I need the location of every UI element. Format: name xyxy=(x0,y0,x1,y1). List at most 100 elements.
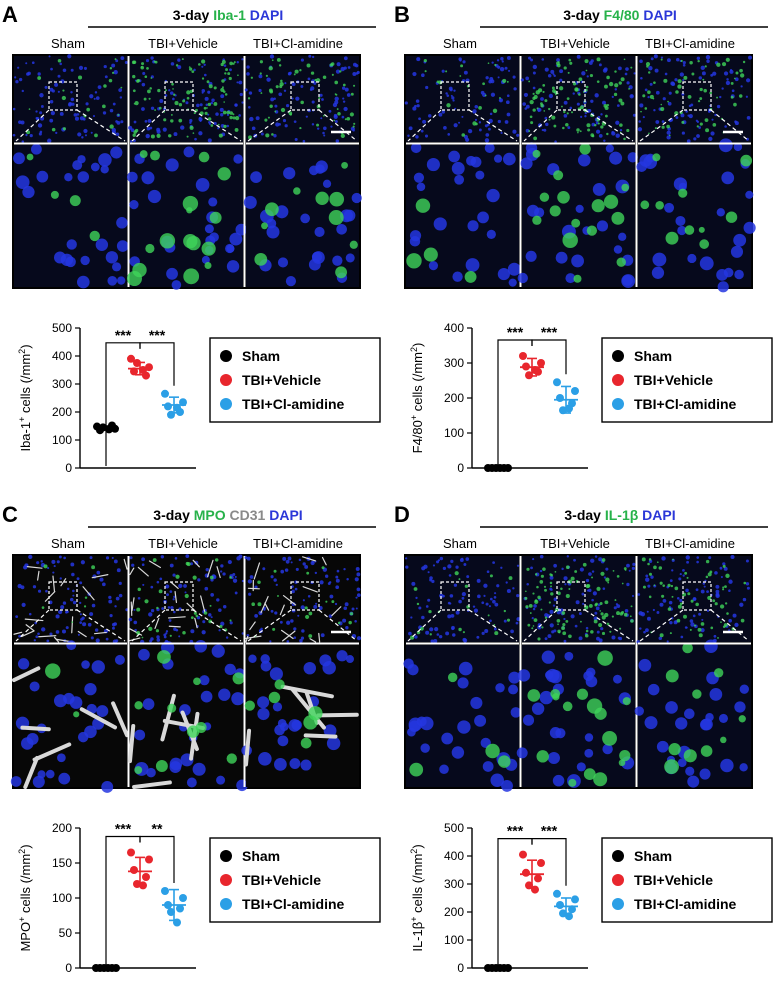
nucleus-dot xyxy=(438,113,442,117)
marker-signal xyxy=(132,263,146,277)
marker-signal xyxy=(573,275,581,283)
nucleus-dot xyxy=(70,563,74,567)
nucleus-dot xyxy=(21,585,25,589)
marker-signal xyxy=(274,570,277,573)
nucleus-dot xyxy=(304,565,308,569)
nucleus-dot xyxy=(72,595,74,597)
data-point xyxy=(571,387,579,395)
micrograph-zoom xyxy=(517,645,635,788)
marker-signal xyxy=(135,129,138,132)
marker-signal xyxy=(430,633,432,635)
marker-signal xyxy=(331,62,335,66)
title-segment: DAPI xyxy=(246,7,283,23)
nucleus-dot xyxy=(718,281,729,292)
nucleus-dot xyxy=(172,574,175,577)
marker-signal xyxy=(537,637,540,640)
nucleus-dot xyxy=(108,600,112,604)
nucleus-dot xyxy=(415,597,417,599)
nucleus-dot xyxy=(200,103,203,106)
marker-signal xyxy=(223,111,227,115)
nucleus-dot xyxy=(682,569,685,572)
marker-signal xyxy=(671,585,673,587)
nucleus-dot xyxy=(721,171,734,184)
marker-signal xyxy=(725,602,727,604)
marker-signal xyxy=(659,566,662,569)
nucleus-dot xyxy=(486,603,489,606)
nucleus-dot xyxy=(563,618,565,620)
ylabel-part: ) xyxy=(18,844,33,848)
marker-signal xyxy=(609,631,611,633)
nucleus-dot xyxy=(702,71,706,75)
nucleus-dot xyxy=(414,105,417,108)
marker-signal xyxy=(215,558,218,561)
marker-signal xyxy=(687,592,690,595)
marker-signal xyxy=(221,79,224,82)
y-tick-label: 50 xyxy=(59,926,73,940)
nucleus-dot xyxy=(106,556,109,559)
marker-signal xyxy=(157,650,171,664)
nucleus-dot xyxy=(421,73,425,77)
nucleus-dot xyxy=(58,75,61,78)
marker-signal xyxy=(740,73,744,77)
nucleus-dot xyxy=(248,593,251,596)
marker-signal xyxy=(661,126,664,129)
nucleus-dot xyxy=(38,123,42,127)
marker-signal xyxy=(277,58,281,62)
marker-signal xyxy=(142,637,144,639)
y-tick-label: 100 xyxy=(444,933,464,947)
marker-signal xyxy=(699,227,705,233)
marker-signal xyxy=(134,766,142,774)
nucleus-dot xyxy=(711,119,713,121)
nucleus-dot xyxy=(30,681,40,691)
nucleus-dot xyxy=(252,127,256,131)
marker-signal xyxy=(620,612,624,616)
marker-signal xyxy=(149,98,151,100)
nucleus-dot xyxy=(31,144,42,155)
marker-signal xyxy=(619,81,622,84)
data-point xyxy=(531,886,539,894)
significance-brackets: ****** xyxy=(498,324,566,466)
marker-signal xyxy=(488,62,490,64)
marker-signal xyxy=(261,222,268,229)
nucleus-dot xyxy=(710,74,713,77)
nucleus-dot xyxy=(582,593,585,596)
nucleus-dot xyxy=(561,568,563,570)
nucleus-dot xyxy=(420,743,429,752)
nucleus-dot xyxy=(571,255,584,268)
marker-signal xyxy=(52,128,56,132)
nucleus-dot xyxy=(322,661,335,674)
nucleus-dot xyxy=(651,57,654,60)
nucleus-dot xyxy=(409,126,413,130)
marker-signal xyxy=(219,625,222,628)
nucleus-dot xyxy=(685,767,694,776)
nucleus-dot xyxy=(312,100,315,103)
nucleus-dot xyxy=(452,633,455,636)
nucleus-dot xyxy=(657,741,669,753)
nucleus-dot xyxy=(208,138,212,142)
nucleus-dot xyxy=(49,119,53,123)
nucleus-dot xyxy=(474,609,478,613)
marker-signal xyxy=(550,689,560,699)
nucleus-dot xyxy=(443,126,447,130)
nucleus-dot xyxy=(342,116,345,119)
micrograph-zoom xyxy=(241,645,359,787)
legend-marker xyxy=(612,374,624,386)
marker-signal xyxy=(722,62,726,66)
nucleus-dot xyxy=(669,621,672,624)
nucleus-dot xyxy=(697,57,700,60)
nucleus-dot xyxy=(335,585,339,589)
nucleus-dot xyxy=(344,67,347,70)
nucleus-dot xyxy=(296,568,299,571)
nucleus-dot xyxy=(312,251,325,264)
data-point xyxy=(504,964,512,972)
group-label: Sham xyxy=(51,36,85,51)
nucleus-dot xyxy=(201,66,203,68)
nucleus-dot xyxy=(506,581,508,583)
nucleus-dot xyxy=(208,613,211,616)
nucleus-dot xyxy=(597,631,600,634)
nucleus-dot xyxy=(84,67,87,70)
nucleus-dot xyxy=(719,714,728,723)
marker-signal xyxy=(275,679,285,689)
data-point xyxy=(145,856,153,864)
